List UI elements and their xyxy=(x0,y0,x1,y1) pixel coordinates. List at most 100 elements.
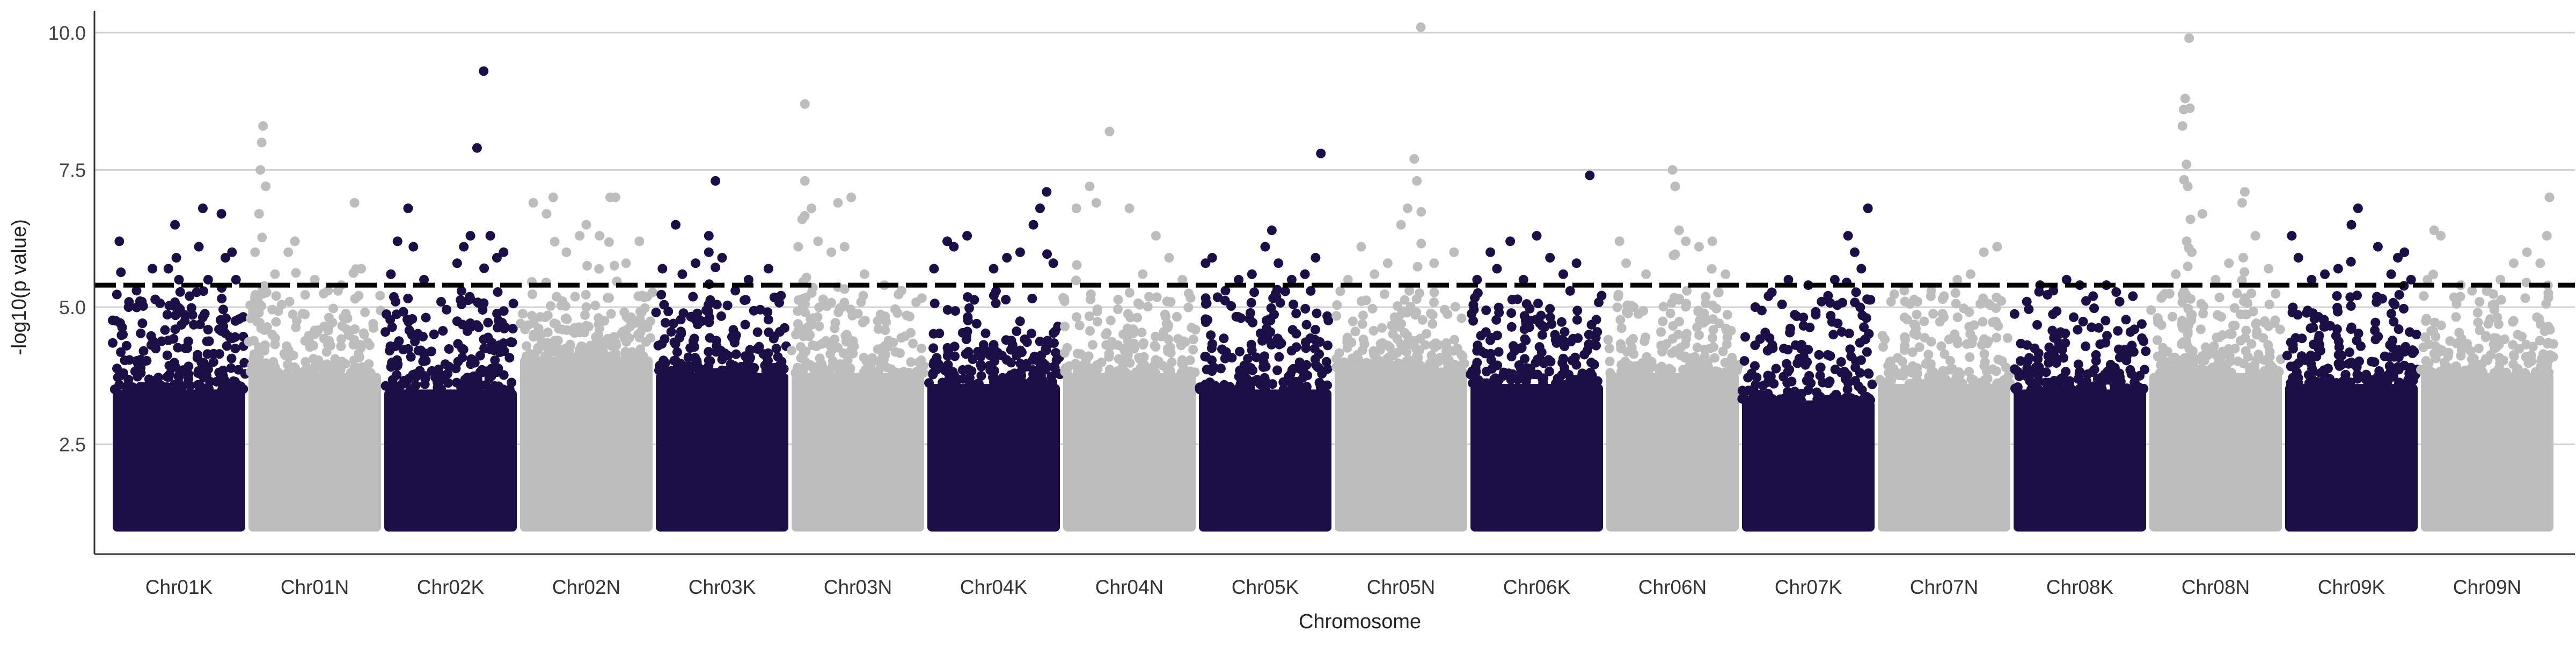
data-point xyxy=(1342,343,1352,353)
data-point xyxy=(1558,269,1568,279)
data-point xyxy=(218,365,228,375)
data-point xyxy=(475,351,485,361)
data-point xyxy=(1708,342,1718,352)
data-point xyxy=(1015,247,1025,257)
data-point xyxy=(420,374,430,384)
data-point xyxy=(2249,362,2259,373)
data-point xyxy=(2320,269,2330,279)
data-point xyxy=(2419,291,2429,301)
data-point xyxy=(1429,361,1439,372)
data-point xyxy=(1416,238,1426,249)
data-point xyxy=(438,326,448,336)
series-Chr06N xyxy=(1603,165,1744,532)
data-point xyxy=(1309,344,1320,354)
data-point xyxy=(976,361,986,372)
data-point xyxy=(1681,299,1692,309)
data-point xyxy=(711,176,721,186)
series-Chr09N xyxy=(2416,192,2558,532)
data-point xyxy=(1207,366,1217,376)
data-point xyxy=(1185,293,1196,303)
data-point xyxy=(406,352,416,362)
data-point xyxy=(433,382,443,392)
data-point xyxy=(1219,380,1230,390)
data-point xyxy=(1342,335,1352,345)
data-point xyxy=(2297,333,2307,344)
data-point xyxy=(1369,350,1379,360)
data-point xyxy=(2089,365,2099,375)
data-point xyxy=(2097,384,2107,394)
data-point xyxy=(258,121,268,131)
data-point xyxy=(1092,360,1102,370)
data-point xyxy=(1743,386,1753,396)
data-point xyxy=(1165,345,1175,355)
data-point xyxy=(651,307,661,317)
data-point xyxy=(1844,329,1854,339)
data-point xyxy=(1072,361,1082,371)
data-point xyxy=(1450,361,1460,371)
data-point xyxy=(1301,319,1312,330)
data-point xyxy=(908,338,918,348)
data-point xyxy=(2346,220,2357,230)
data-point xyxy=(1035,203,1045,213)
data-point xyxy=(793,242,803,252)
data-point xyxy=(1507,294,1517,304)
data-point xyxy=(1450,335,1460,345)
data-point xyxy=(1084,311,1094,322)
data-point xyxy=(349,198,360,208)
data-point xyxy=(2475,325,2485,336)
data-point xyxy=(499,346,509,357)
data-point xyxy=(324,322,334,332)
data-point xyxy=(380,381,391,391)
data-point xyxy=(1382,340,1393,351)
data-point xyxy=(2022,296,2032,307)
data-point xyxy=(1138,269,1148,279)
dense-block xyxy=(1199,389,1331,532)
data-point xyxy=(323,339,333,350)
data-point xyxy=(1750,361,1760,371)
data-point xyxy=(1022,337,1032,347)
data-point xyxy=(1185,355,1195,365)
data-point xyxy=(2431,332,2441,342)
data-point xyxy=(1939,312,1949,322)
data-point xyxy=(408,242,419,252)
data-point xyxy=(1710,353,1720,363)
data-point xyxy=(1845,344,1855,354)
data-point xyxy=(1252,352,1262,362)
data-point xyxy=(1979,247,1989,257)
data-point xyxy=(2418,342,2428,352)
data-point xyxy=(842,331,852,341)
data-point xyxy=(2264,299,2274,309)
data-point xyxy=(1887,368,1897,378)
data-point xyxy=(1991,303,2001,313)
data-point xyxy=(407,314,418,324)
data-point xyxy=(1984,299,1994,309)
data-point xyxy=(1144,292,1154,302)
data-point xyxy=(1713,288,1723,298)
data-point xyxy=(323,286,333,296)
data-point xyxy=(1693,307,1703,317)
data-point xyxy=(2187,247,2197,257)
x-tick-label: Chr01K xyxy=(145,576,213,598)
data-point xyxy=(1563,379,1573,389)
data-point xyxy=(290,364,301,374)
data-point xyxy=(1850,376,1861,386)
data-point xyxy=(290,236,300,246)
data-point xyxy=(1278,384,1289,395)
data-point xyxy=(499,338,509,348)
data-point xyxy=(2436,231,2446,241)
data-point xyxy=(606,309,616,319)
x-tick-label: Chr08N xyxy=(2182,576,2250,598)
data-point xyxy=(1862,347,1872,357)
data-point xyxy=(813,312,823,322)
data-point xyxy=(1939,291,1949,301)
data-point xyxy=(2345,379,2355,389)
dense-block xyxy=(2285,384,2418,532)
data-point xyxy=(1939,371,1949,381)
data-point xyxy=(1658,302,1668,312)
data-point xyxy=(1763,291,1774,301)
data-point xyxy=(1517,343,1527,353)
data-point xyxy=(403,203,413,213)
data-point xyxy=(2501,368,2512,378)
data-point xyxy=(515,318,525,329)
data-point xyxy=(805,330,815,340)
